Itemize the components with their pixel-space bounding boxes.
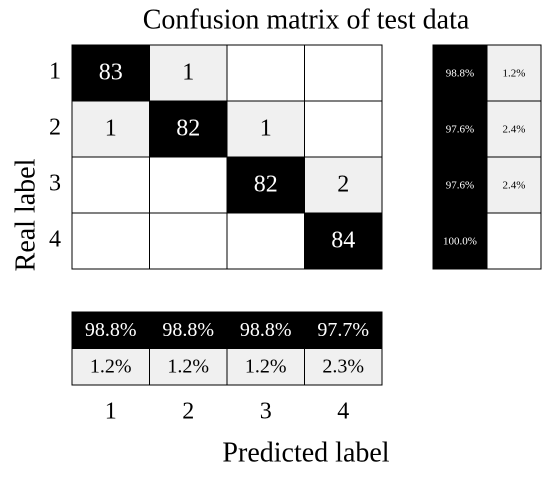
cell — [71, 44, 150, 102]
empty-cell — [304, 44, 383, 102]
cell — [71, 348, 150, 386]
cell-label: 1 — [105, 116, 117, 142]
cell-label: 82 — [254, 172, 278, 198]
cell-label: 84 — [331, 228, 355, 254]
cell — [71, 311, 150, 349]
x-axis-label: Predicted label — [222, 437, 389, 468]
cell — [149, 311, 228, 349]
cell — [226, 348, 305, 386]
empty-cell — [149, 212, 228, 270]
cell-label: 98.8% — [162, 319, 214, 341]
cell — [304, 348, 383, 386]
cell-label: 2 — [337, 172, 349, 198]
cell-label: 83 — [99, 60, 123, 86]
empty-cell — [71, 212, 150, 270]
cell — [304, 311, 383, 349]
cell — [226, 156, 305, 214]
cell-label: 1.2% — [245, 355, 287, 377]
cell-label: 2.3% — [322, 355, 364, 377]
cell — [486, 100, 542, 158]
cell-label: 98.8% — [85, 319, 137, 341]
empty-cell — [226, 212, 305, 270]
x-tick-label: 3 — [260, 399, 272, 425]
cell-label: 1 — [182, 60, 194, 86]
cell-label: 2.4% — [503, 180, 526, 192]
cell — [486, 44, 542, 102]
x-tick-label: 1 — [105, 399, 117, 425]
y-tick-label: 4 — [49, 227, 61, 253]
empty-cell — [149, 156, 228, 214]
empty-cell — [226, 44, 305, 102]
y-tick-label: 3 — [49, 171, 61, 197]
cell-label: 97.7% — [317, 319, 369, 341]
cell-label: 1.2% — [90, 355, 132, 377]
cell-label: 1.2% — [167, 355, 209, 377]
y-tick-label: 1 — [49, 59, 61, 85]
cell-label: 82 — [176, 116, 200, 142]
cell — [149, 348, 228, 386]
chart-title: Confusion matrix of test data — [143, 4, 470, 35]
cell-label: 1.2% — [503, 68, 526, 80]
cell — [149, 100, 228, 158]
cell — [149, 44, 228, 102]
cell-label: 98.8% — [446, 68, 474, 80]
cell — [486, 156, 542, 214]
cell-label: 97.6% — [446, 124, 474, 136]
cell-label: 1 — [260, 116, 272, 142]
cell — [304, 212, 383, 270]
y-axis-label: Real label — [10, 158, 41, 271]
empty-cell — [71, 156, 150, 214]
empty-cell — [486, 212, 542, 270]
cell — [226, 311, 305, 349]
cell-label: 98.8% — [240, 319, 292, 341]
cell-label: 100.0% — [443, 236, 477, 248]
x-tick-label: 4 — [337, 399, 349, 425]
empty-cell — [304, 100, 383, 158]
cell-label: 2.4% — [503, 124, 526, 136]
x-tick-label: 2 — [182, 399, 194, 425]
cell-label: 97.6% — [446, 180, 474, 192]
y-tick-label: 2 — [49, 115, 61, 141]
cell — [71, 100, 150, 158]
